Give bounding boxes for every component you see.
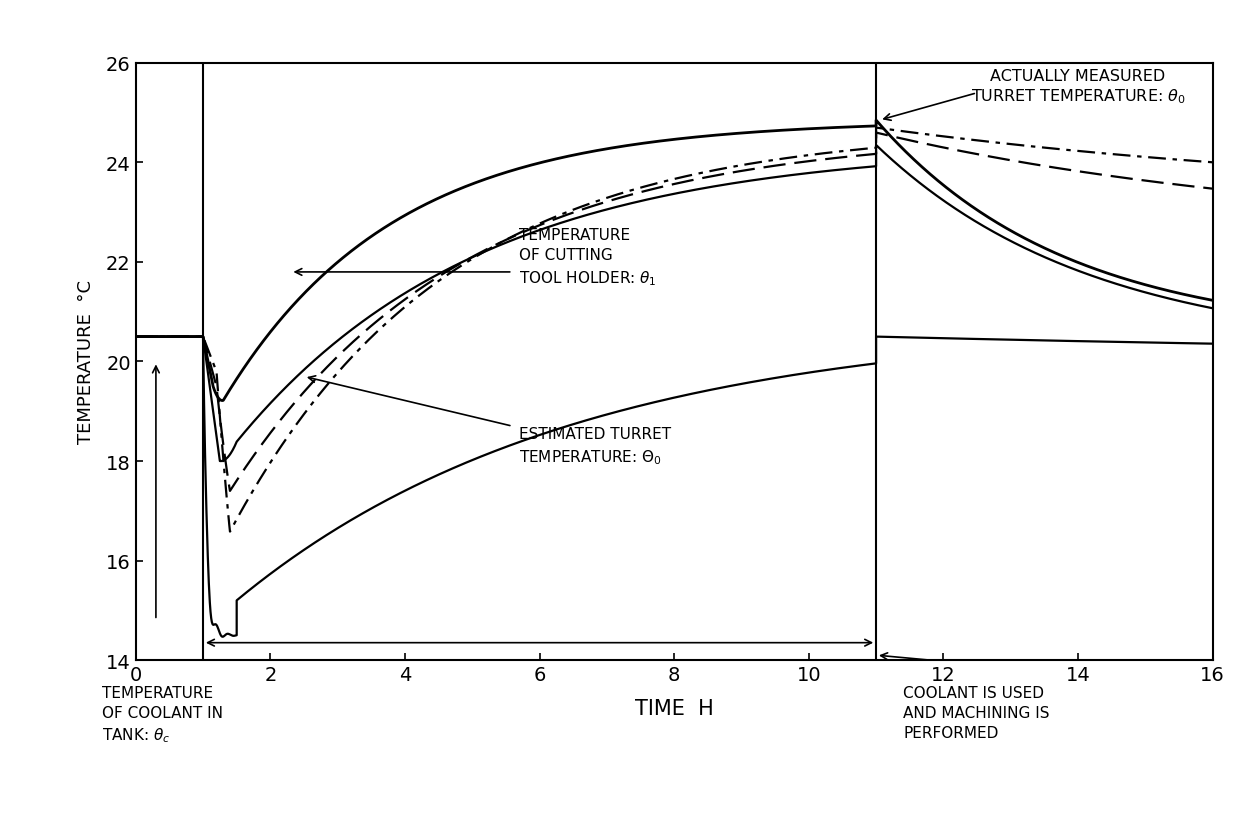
Text: ACTUALLY MEASURED: ACTUALLY MEASURED: [991, 69, 1166, 84]
Text: COOLANT IS USED
AND MACHINING IS
PERFORMED: COOLANT IS USED AND MACHINING IS PERFORM…: [903, 685, 1049, 739]
Text: TEMPERATURE
OF CUTTING
TOOL HOLDER: $\theta_1$: TEMPERATURE OF CUTTING TOOL HOLDER: $\th…: [520, 228, 657, 287]
Text: TURRET TEMPERATURE: $\theta_0$: TURRET TEMPERATURE: $\theta_0$: [971, 87, 1185, 106]
Y-axis label: TEMPERATURE  °C: TEMPERATURE °C: [77, 280, 95, 444]
X-axis label: TIME  H: TIME H: [635, 698, 713, 718]
Text: ESTIMATED TURRET
TEMPERATURE: $\Theta_0$: ESTIMATED TURRET TEMPERATURE: $\Theta_0$: [520, 427, 672, 466]
Text: TEMPERATURE
OF COOLANT IN
TANK: $\theta_c$: TEMPERATURE OF COOLANT IN TANK: $\theta_…: [102, 685, 223, 744]
